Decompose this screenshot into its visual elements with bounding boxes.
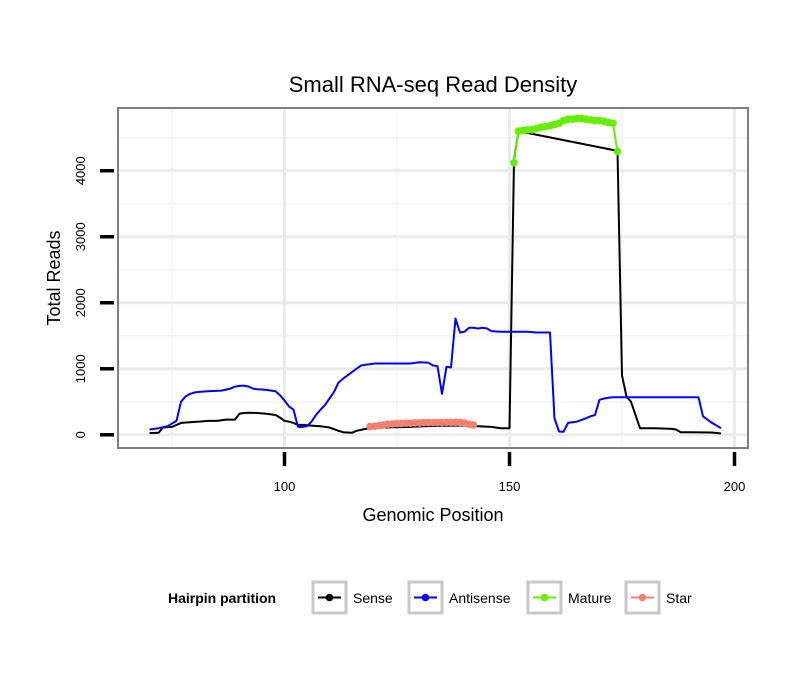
series-line-sense: [149, 130, 722, 435]
data-point-star: [469, 421, 478, 429]
x-tick-label: 150: [499, 479, 521, 494]
series-line-antisense: [149, 317, 722, 433]
y-tick-label: 0: [73, 431, 88, 438]
plot-panel: [118, 108, 748, 448]
legend-items: Sense Antisense Mature Star: [311, 580, 692, 615]
legend-key-point-antisense: [421, 593, 430, 602]
y-axis-label: Total Reads: [44, 230, 64, 325]
legend: Hairpin partition Sense Antisense Mature St…: [168, 580, 692, 615]
data-point-mature: [613, 147, 622, 156]
x-tick-label: 100: [274, 479, 296, 494]
y-tick-label: 2000: [73, 288, 88, 317]
legend-key-point-star: [638, 593, 647, 602]
legend-label-sense: Sense: [353, 590, 393, 606]
legend-label-mature: Mature: [568, 590, 612, 606]
data-point-mature: [510, 158, 518, 167]
y-tick-label: 1000: [73, 354, 88, 383]
legend-key-point-sense: [325, 593, 334, 602]
y-tick-label: 4000: [73, 156, 88, 185]
legend-title: Hairpin partition: [168, 590, 276, 606]
y-axis: 0 1000 2000 3000 4000: [73, 156, 114, 438]
legend-label-star: Star: [666, 590, 692, 606]
x-axis-label: Genomic Position: [362, 505, 503, 525]
legend-key-point-mature: [540, 593, 549, 602]
x-axis: 100 150 200: [274, 452, 746, 494]
grid: [118, 108, 748, 448]
plot-border: [117, 107, 749, 449]
y-tick-label: 3000: [73, 222, 88, 251]
x-tick-label: 200: [724, 479, 746, 494]
series-layer: [149, 114, 722, 435]
data-point-mature: [609, 119, 617, 127]
legend-label-antisense: Antisense: [449, 590, 511, 606]
chart-title: Small RNA-seq Read Density: [289, 72, 578, 97]
